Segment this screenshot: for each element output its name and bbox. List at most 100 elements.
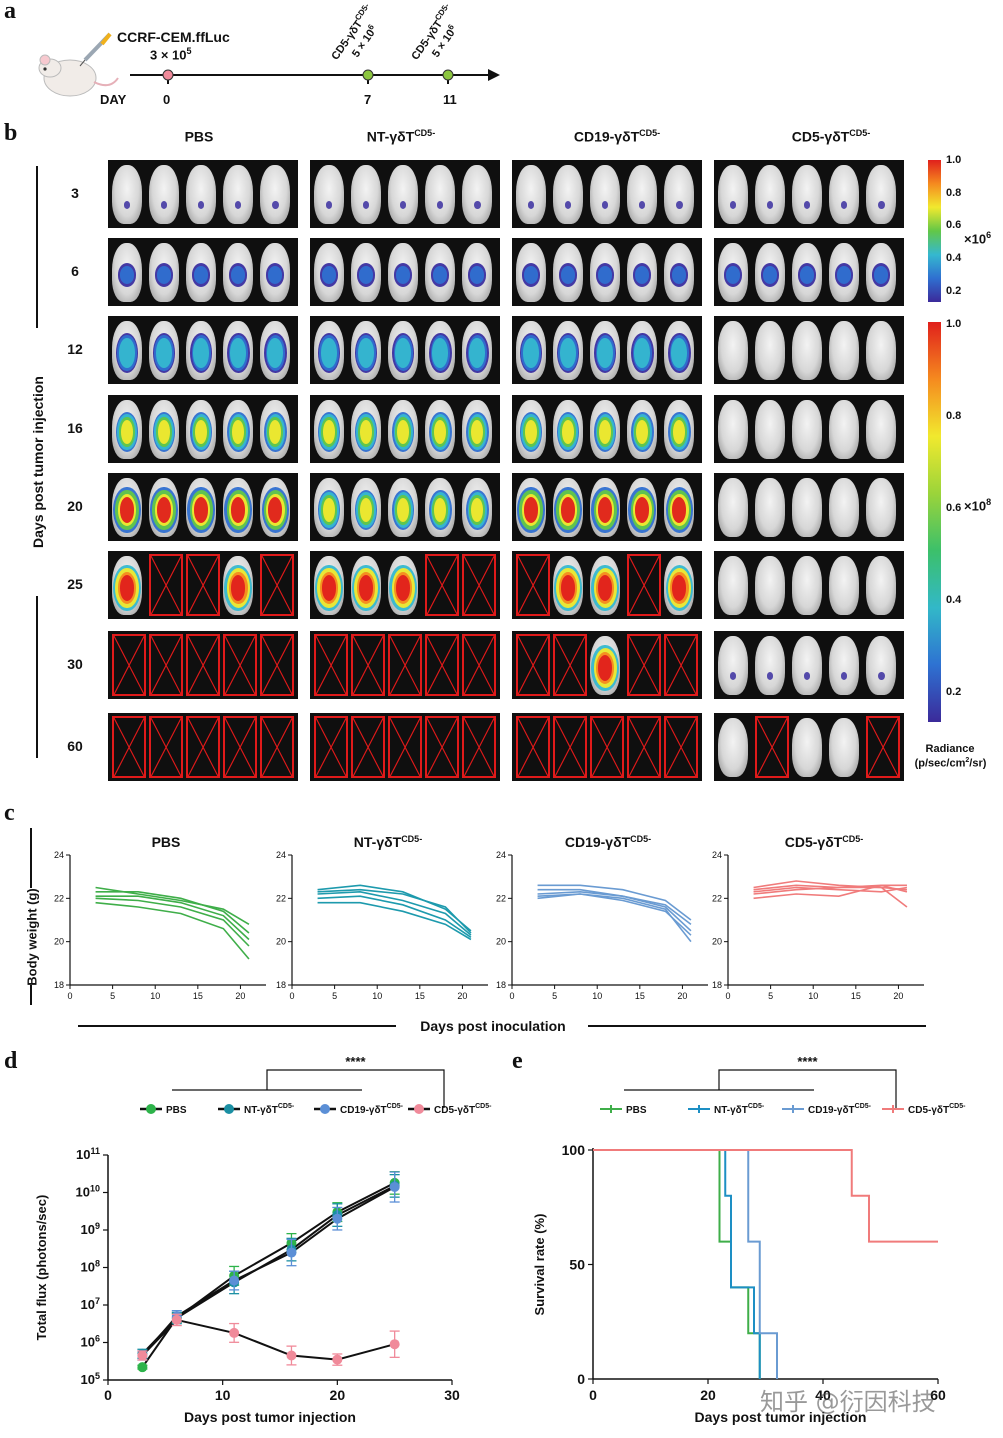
luminescence-signal <box>873 266 889 284</box>
survival-y-tick-label: 0 <box>577 1371 585 1387</box>
luminescence-signal <box>397 498 409 522</box>
mouse-image <box>754 478 786 537</box>
mouse-image <box>462 400 493 459</box>
luminescence-signal <box>232 420 245 444</box>
flux-x-axis-label: Days post tumor injection <box>184 1409 356 1425</box>
timeline-day-11: 11 <box>443 92 457 107</box>
imaging-panel <box>512 160 702 228</box>
weight-y-tick-label: 20 <box>276 937 286 947</box>
weight-x-tick-label: 10 <box>592 991 602 1001</box>
luminescence-signal <box>636 420 649 444</box>
mouse-image <box>350 165 382 224</box>
syringe-icon <box>79 32 112 67</box>
flux-y-tick-label: 1010 <box>76 1184 100 1200</box>
legend-label: CD19-γδTCD5- <box>808 1103 872 1116</box>
luminescence-signal <box>395 338 411 368</box>
luminescence-signal <box>195 420 207 444</box>
mouse-image <box>866 478 897 537</box>
deceased-mouse-marker <box>313 715 348 779</box>
imaging-panel <box>512 713 702 781</box>
luminescence-signal <box>321 338 337 368</box>
luminescence-signal <box>803 671 811 680</box>
mouse-image <box>260 165 291 224</box>
survival-step-line <box>593 1149 761 1379</box>
luminescence-signal <box>469 266 485 284</box>
mouse-image <box>111 556 143 615</box>
deceased-mouse-marker <box>626 633 662 697</box>
luminescence-signal <box>803 200 811 209</box>
weight-series-line <box>95 901 250 960</box>
luminescence-signal <box>560 266 576 284</box>
luminescence-signal <box>434 420 447 444</box>
legend-label: CD19-γδTCD5- <box>340 1103 404 1116</box>
flux-y-tick-label: 109 <box>81 1221 100 1237</box>
flux-data-point <box>332 1354 343 1365</box>
imaging-panel <box>108 713 298 781</box>
timeline-day-7: 7 <box>364 92 372 107</box>
weight-y-tick-label: 22 <box>496 893 506 903</box>
weight-y-tick-label: 22 <box>712 893 722 903</box>
weight-x-line-right <box>588 1025 926 1027</box>
luminescence-signal <box>729 200 737 209</box>
mouse-image <box>185 165 217 224</box>
luminescence-signal <box>473 200 481 209</box>
legend-label: NT-γδTCD5- <box>714 1103 765 1116</box>
luminescence-signal <box>395 266 411 284</box>
luminescence-signal <box>160 200 168 209</box>
colorbar-tick-label: 0.2 <box>946 284 962 297</box>
mouse-image <box>589 636 621 695</box>
luminescence-signal <box>469 338 485 368</box>
luminescence-signal <box>267 266 283 284</box>
weight-y-tick-label: 24 <box>54 850 64 860</box>
weight-series-line <box>95 895 250 941</box>
luminescence-signal <box>523 266 539 284</box>
weight-chart-1: NT-γδTCD5- 24 22 20 180 5 10 15 20 <box>276 834 488 1001</box>
imaging-panel <box>310 713 500 781</box>
weight-y-tick-label: 22 <box>54 893 64 903</box>
imaging-panel <box>512 316 702 384</box>
mouse-image <box>148 478 180 537</box>
mouse-image <box>664 478 695 537</box>
luminescence-signal <box>725 266 741 284</box>
mouse-image <box>866 243 897 302</box>
deceased-mouse-marker <box>515 553 550 617</box>
colorbar-top-multiplier: ×106 <box>964 230 992 247</box>
luminescence-signal <box>562 420 574 444</box>
weight-x-axis-label: Days post inoculation <box>420 1018 566 1034</box>
luminescence-signal <box>766 200 774 209</box>
survival-x-tick-label: 60 <box>930 1387 946 1403</box>
panel-label-c: c <box>4 800 15 826</box>
flux-chart: **** PBS NT-γδTCD5- CD19-γδTCD5- CD5-γδTCD5-… <box>34 1054 492 1425</box>
mouse-image <box>828 243 860 302</box>
colorbar-tick-label: 0.6 <box>946 501 962 514</box>
panel-label-a: a <box>4 0 16 24</box>
flux-y-tick-label: 108 <box>81 1259 100 1275</box>
legend-marker <box>146 1104 156 1114</box>
colorbar-tick-label: 1.0 <box>946 154 962 166</box>
flux-data-point <box>137 1362 148 1373</box>
weight-x-tick-label: 20 <box>893 991 903 1001</box>
panel-label-b: b <box>4 120 18 146</box>
luminescence-signal <box>267 497 283 523</box>
imaging-panel <box>714 160 904 228</box>
weight-axis-line-bottom <box>30 985 32 1005</box>
deceased-mouse-marker <box>260 633 295 697</box>
survival-x-tick-label: 40 <box>815 1387 831 1403</box>
flux-y-axis-label: Total flux (photons/sec) <box>34 1195 49 1341</box>
weight-y-tick-label: 18 <box>712 980 722 990</box>
luminescence-signal <box>267 338 283 368</box>
luminescence-signal <box>840 671 848 680</box>
mouse-image <box>222 556 254 615</box>
mouse-image <box>791 321 823 380</box>
luminescence-signal <box>230 497 246 523</box>
luminescence-signal <box>230 338 246 368</box>
colorbar-tick-label: 0.8 <box>946 409 962 422</box>
deceased-mouse-marker <box>350 633 386 697</box>
deceased-mouse-marker <box>387 633 423 697</box>
mouse-image <box>589 243 621 302</box>
imaging-panel <box>310 238 500 306</box>
deceased-mouse-marker <box>350 715 386 779</box>
luminescence-signal <box>597 575 613 601</box>
mouse-image <box>866 321 897 380</box>
mouse-image <box>313 556 345 615</box>
